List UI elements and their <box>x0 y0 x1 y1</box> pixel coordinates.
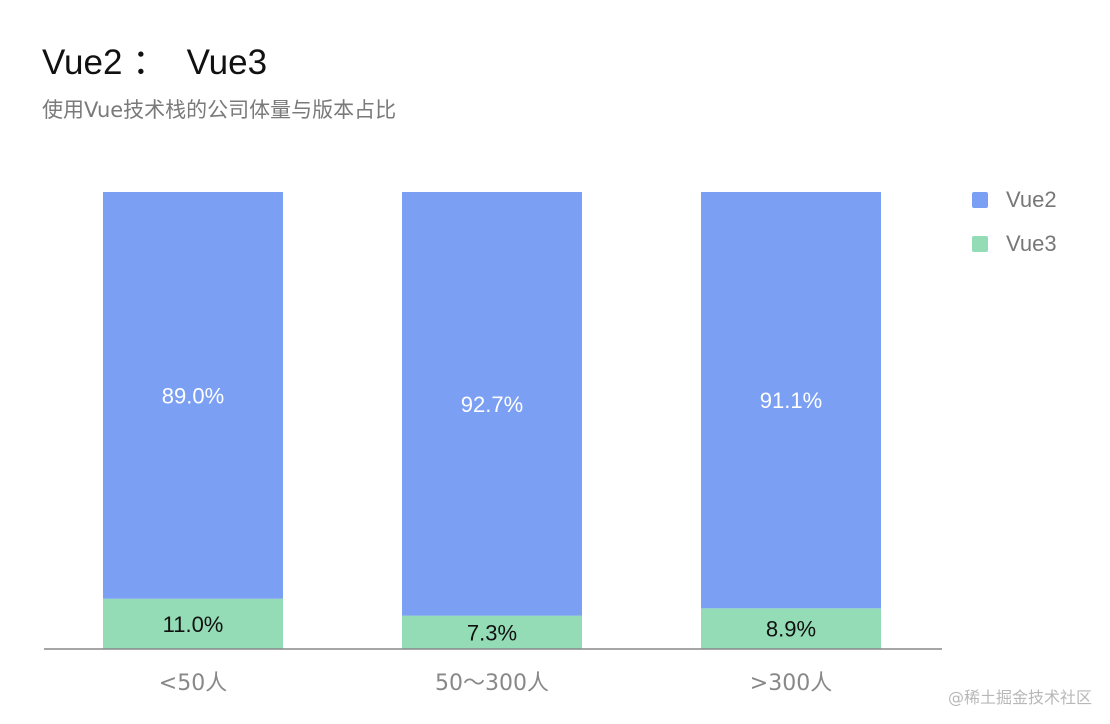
data-label-vue2-1: 92.7% <box>461 392 523 417</box>
chart-subtitle: 使用Vue技术栈的公司体量与版本占比 <box>42 98 397 122</box>
legend-swatch-vue3 <box>972 236 988 252</box>
x-tick-label-2: >300人 <box>750 671 832 696</box>
legend-item-vue3: Vue3 <box>972 230 1057 258</box>
legend-label-vue2: Vue2 <box>1006 187 1057 212</box>
bar-vue2-1 <box>402 192 582 616</box>
legend-label-vue3: Vue3 <box>1006 231 1057 256</box>
bar-vue3-2 <box>701 608 881 649</box>
bar-vue3-0 <box>103 598 283 649</box>
bar-vue2-0 <box>103 192 283 599</box>
watermark: @稀土掘金技术社区 <box>947 688 1092 707</box>
x-tick-label-0: <50人 <box>159 671 227 696</box>
x-tick-label-1: 50～300人 <box>435 671 549 696</box>
data-label-vue2-0: 89.0% <box>162 383 224 408</box>
bar-vue3-1 <box>402 615 582 649</box>
legend-item-vue2: Vue2 <box>972 186 1057 214</box>
chart-title: Vue2 ： Vue3 <box>42 43 268 82</box>
bar-vue2-2 <box>701 192 881 609</box>
data-label-vue3-2: 8.9% <box>766 617 816 642</box>
data-label-vue3-1: 7.3% <box>467 620 517 645</box>
legend: Vue2 Vue3 <box>972 186 1057 274</box>
data-label-vue3-0: 11.0% <box>163 612 224 637</box>
data-label-vue2-2: 91.1% <box>760 388 822 413</box>
legend-swatch-vue2 <box>972 192 988 208</box>
